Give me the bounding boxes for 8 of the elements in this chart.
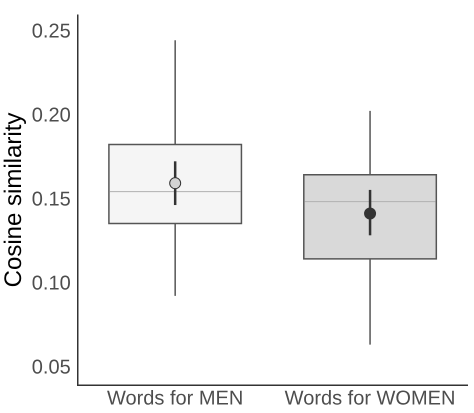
- x-tick-label: Words for MEN: [107, 388, 244, 410]
- y-tick-label: 0.20: [32, 104, 71, 126]
- x-tick-label: Words for WOMEN: [284, 388, 456, 410]
- y-tick-label: 0.05: [32, 356, 71, 379]
- y-tick-label: 0.25: [32, 20, 71, 42]
- y-axis-title: Cosine similarity: [0, 112, 28, 288]
- y-tick-label: 0.15: [32, 188, 71, 211]
- y-tick-label: 0.10: [32, 272, 71, 295]
